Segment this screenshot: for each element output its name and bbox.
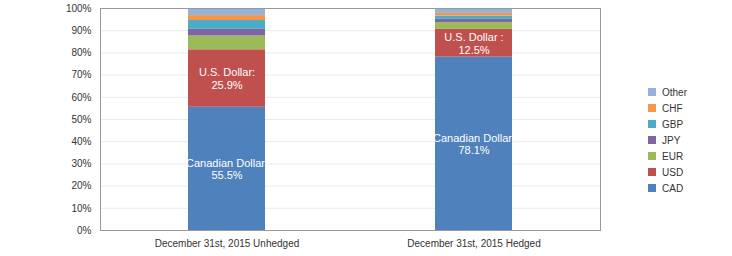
svg-text:40%: 40% <box>71 136 91 147</box>
html-text:JPY: JPY <box>662 134 681 146</box>
html-text:EUR: EUR <box>662 150 684 162</box>
svg-text:Canadian Dollar:78.1%: Canadian Dollar:78.1% <box>433 132 515 157</box>
html-text:CHF: CHF <box>662 102 683 114</box>
svg-text:20%: 20% <box>71 180 91 191</box>
svg-text:U.S. Dollar :12.5%: U.S. Dollar :12.5% <box>444 31 503 56</box>
svg-text:10%: 10% <box>71 203 91 214</box>
html-text:USD: USD <box>662 166 684 178</box>
svg-text:December 31st, 2015 Unhedged: December 31st, 2015 Unhedged <box>155 238 300 249</box>
svg-text:Canadian Dollar:55.5%: Canadian Dollar:55.5% <box>186 157 268 182</box>
svg-text:70%: 70% <box>71 69 91 80</box>
html-text:CAD: CAD <box>662 182 684 194</box>
svg-text:30%: 30% <box>71 158 91 169</box>
svg-text:80%: 80% <box>71 47 91 58</box>
svg-text:50%: 50% <box>71 114 91 125</box>
svg-text:90%: 90% <box>71 25 91 36</box>
svg-text:0%: 0% <box>77 225 92 236</box>
html-text:Other: Other <box>662 86 687 98</box>
svg-text:December 31st, 2015 Hedged: December 31st, 2015 Hedged <box>407 238 540 249</box>
svg-text:100%: 100% <box>66 3 92 14</box>
svg-text:60%: 60% <box>71 92 91 103</box>
svg-text:U.S. Dollar:25.9%: U.S. Dollar:25.9% <box>199 66 255 91</box>
html-text:GBP: GBP <box>662 118 684 130</box>
